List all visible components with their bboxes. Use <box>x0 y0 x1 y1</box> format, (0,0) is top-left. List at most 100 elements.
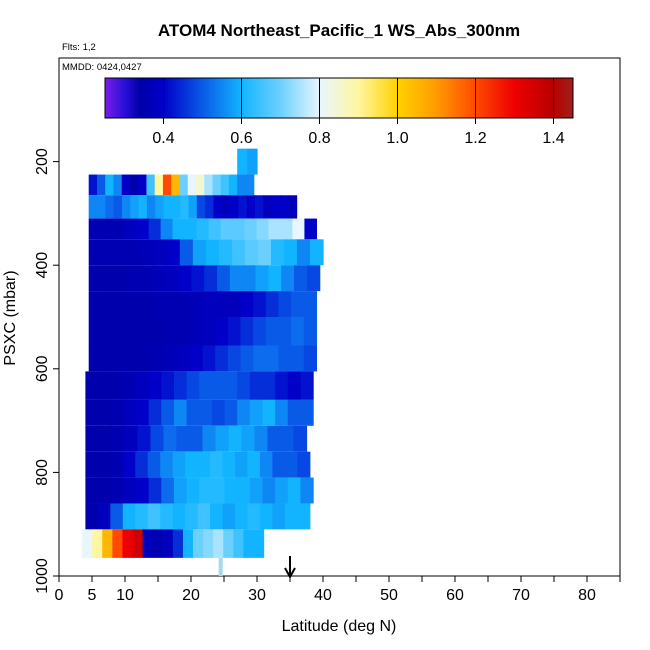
heatmap-cell <box>237 399 251 426</box>
colorbar-gradient <box>104 77 574 119</box>
heatmap-cell <box>85 503 99 530</box>
heatmap-cell <box>213 529 224 558</box>
heatmap-cell <box>88 317 102 346</box>
heatmap-cell <box>154 174 164 196</box>
heatmap-cell <box>122 529 134 558</box>
heatmap-cell <box>228 174 238 196</box>
heatmap-cell <box>217 265 231 292</box>
heatmap-cell <box>224 371 238 400</box>
heatmap-cell <box>126 317 140 346</box>
heatmap-cell <box>303 291 317 317</box>
heatmap-cell <box>222 503 236 530</box>
heatmap-cell <box>112 218 126 240</box>
heatmap-cell <box>268 265 282 292</box>
heatmap-cell <box>165 265 180 292</box>
heatmap-cell <box>140 265 154 292</box>
heatmap-cell <box>233 529 245 558</box>
heatmap-cell <box>247 451 261 478</box>
heatmap-cell <box>121 174 131 196</box>
heatmap-cell <box>303 317 317 346</box>
heatmap-cell <box>185 503 199 530</box>
colorbar-ticks: 0.4 0.6 0.8 1.0 1.2 1.4 <box>152 78 565 147</box>
heatmap-cell <box>229 265 244 292</box>
heatmap-cell <box>97 195 106 219</box>
heatmap-cell <box>256 218 270 240</box>
heatmap-cell <box>102 529 113 558</box>
heatmap-cell <box>101 291 115 317</box>
heatmap-cell <box>136 218 150 240</box>
heatmap-cell <box>96 174 106 196</box>
heatmap-cell <box>287 477 302 504</box>
heatmap-cell <box>232 218 246 240</box>
heatmap-cell <box>161 399 175 426</box>
heatmap-cell <box>211 477 226 504</box>
heatmap-cell <box>278 291 292 317</box>
heatmap-cell <box>275 477 289 504</box>
heatmap-cell <box>152 265 167 292</box>
heatmap-cell <box>113 195 123 219</box>
x-axis: 0 5 10 20 30 40 50 60 70 80 <box>55 576 621 604</box>
heatmap-cell <box>98 425 113 452</box>
heatmap-cell <box>221 195 231 219</box>
heatmap-cell <box>172 218 186 240</box>
heatmap-cell <box>278 345 292 372</box>
heatmap-cell <box>186 477 200 504</box>
heatmap-cell <box>265 291 280 317</box>
heatmap-cell <box>238 195 248 219</box>
heatmap-cell <box>288 195 298 219</box>
heatmap-cell <box>98 371 112 400</box>
heatmap-cell <box>211 371 226 400</box>
heatmap-cell <box>309 239 324 266</box>
heatmap-cell <box>161 371 175 400</box>
heatmap-cell <box>197 451 211 478</box>
heatmap-cell <box>88 195 98 219</box>
heatmap-cell <box>173 371 188 400</box>
heatmap-cell <box>245 174 255 196</box>
heatmap-cell <box>139 317 153 346</box>
dates-annotation: MMDD: 0424,0427 <box>62 62 142 73</box>
heatmap-cell <box>110 451 124 478</box>
heatmap-cell <box>147 451 161 478</box>
heatmap-cell <box>110 477 124 504</box>
heatmap-cell <box>126 345 140 372</box>
heatmap-cell <box>101 345 115 372</box>
heatmap-cell <box>202 317 216 346</box>
heatmap-cell <box>204 174 214 196</box>
heatmap-cell <box>110 399 124 426</box>
heatmap-cell <box>112 529 124 558</box>
heatmap-cell <box>253 317 267 346</box>
heatmap-cell <box>151 345 166 372</box>
heatmap-cell <box>246 195 256 219</box>
heatmap-cell <box>211 399 226 426</box>
heatmap-cell <box>124 218 138 240</box>
heatmap-cell <box>137 425 152 452</box>
heatmap-cell <box>171 174 181 196</box>
heatmap-cell <box>126 291 140 317</box>
heatmap-cell <box>303 345 317 372</box>
heatmap-cell <box>284 503 298 530</box>
chart-title: ATOM4 Northeast_Pacific_1 WS_Abs_300nm <box>158 21 520 40</box>
heatmap-cell <box>199 399 213 426</box>
heatmap-cell <box>255 265 269 292</box>
heatmap-cell <box>235 451 249 478</box>
heatmap-cell <box>279 195 289 219</box>
y-tick-label: 800 <box>34 459 51 486</box>
heatmap-cell <box>196 195 206 219</box>
heatmap-cell <box>300 399 314 426</box>
heatmap-cell <box>163 425 178 452</box>
heatmap-cell <box>135 503 149 530</box>
heatmap-cell <box>162 529 174 558</box>
heatmap-cell <box>280 425 295 452</box>
y-tick-label: 200 <box>34 148 51 175</box>
heatmap-cell <box>215 317 229 346</box>
x-axis-label: Latitude (deg N) <box>282 618 397 635</box>
heatmap-cell <box>259 503 273 530</box>
heatmap-cell <box>283 239 298 266</box>
heatmap-cell <box>291 291 305 317</box>
heatmap-cell <box>237 174 247 196</box>
heatmap-cell <box>155 195 165 219</box>
heatmap-cell <box>189 425 204 452</box>
heatmap-cell <box>101 239 116 266</box>
heatmap-cell <box>101 317 115 346</box>
